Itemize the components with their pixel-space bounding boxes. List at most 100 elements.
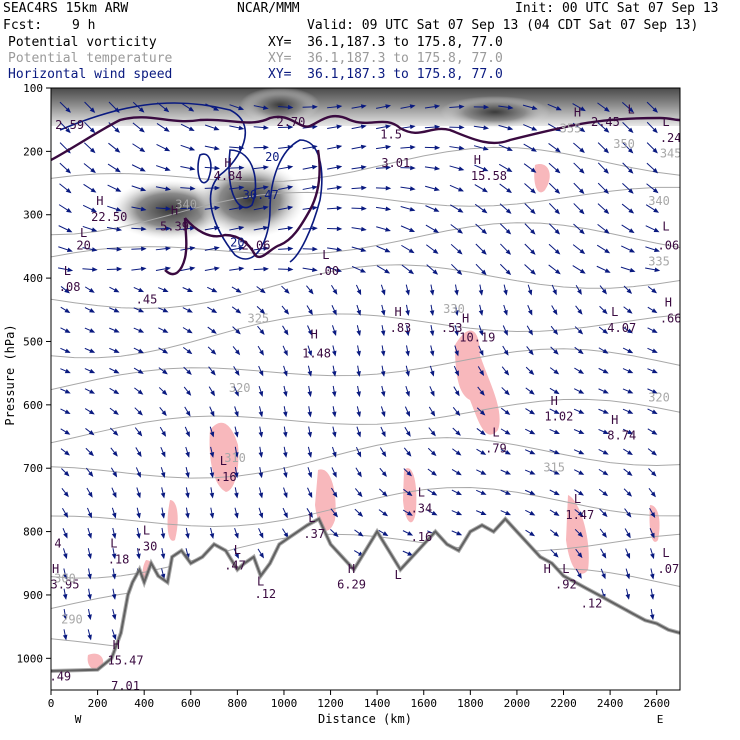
pv-label: H (394, 305, 401, 319)
wind-arrow-head (189, 186, 196, 191)
x-tick-label: 1800 (457, 697, 484, 710)
wind-arrow-head (89, 147, 96, 154)
wind-arrow-head (65, 168, 72, 174)
wind-arrow-head (628, 228, 635, 234)
wind-arrow-head (332, 451, 337, 458)
pv-shade-blob (440, 96, 550, 128)
wind-arrow-head (214, 266, 220, 271)
wind-arrow-head (385, 144, 392, 150)
wind-arrow-head (480, 490, 487, 495)
wind-arrow-head (67, 267, 74, 273)
pv-label: L (80, 226, 87, 240)
wind-arrow-head (234, 472, 239, 479)
wind-arrow-head (287, 225, 294, 231)
pv-contour (164, 217, 188, 276)
wind-arrow-head (553, 409, 560, 414)
theta-label: 335 (648, 254, 670, 268)
wind-arrow-head (578, 369, 585, 374)
wind-arrow-head (555, 147, 561, 153)
theta-contour (51, 264, 680, 310)
wind-arrow-head (433, 186, 440, 192)
wind-arrow-head (653, 227, 660, 233)
wind-arrow-head (578, 389, 585, 394)
pv-label: 1.5 (380, 128, 402, 142)
wind-arrow-head (432, 269, 439, 275)
theta-label: 290 (61, 612, 83, 626)
wind-arrow-head (190, 205, 196, 211)
x-tick-label: 400 (134, 697, 154, 710)
wind-arrow-head (381, 471, 387, 477)
wind-arrow-head (185, 472, 190, 479)
wind-arrow-head (259, 349, 264, 356)
wind-arrow-head (385, 124, 392, 130)
wind-arrow-head (283, 350, 288, 357)
x-axis-label: Distance (km) (318, 712, 412, 726)
wind-arrow-head (165, 226, 172, 231)
wind-arrow-head (235, 328, 241, 335)
pv-label: L (322, 248, 329, 262)
plot-area: 2.59 2.701.52.45H L.24LH15.583.014.84H5.39… (51, 88, 680, 690)
wind-arrow-head (185, 390, 192, 396)
wind-arrow-head (307, 411, 313, 418)
wind-arrow-head (258, 452, 264, 458)
wind-arrow-head (90, 207, 97, 213)
wind-arrow-head (429, 330, 435, 337)
pv-label: 6.29 (337, 578, 366, 592)
theta-contour (51, 348, 680, 391)
pink-region (566, 495, 589, 574)
wind-arrow-head (65, 127, 71, 134)
wind-arrow-head (283, 391, 288, 398)
wind-arrow-head (188, 106, 195, 112)
pv-label: H (311, 327, 318, 341)
pv-contours (51, 114, 680, 276)
wind-arrow-head (381, 289, 386, 296)
wind-arrow-head (455, 470, 462, 476)
wind-arrow-head (162, 328, 169, 333)
wind-arrow-head (160, 553, 166, 560)
wind-arrow-head (89, 127, 96, 134)
wind-arrow-head (111, 553, 117, 560)
theta-label: 300 (54, 571, 76, 585)
wind-arrow-head (287, 185, 294, 190)
wind-arrow-head (456, 531, 463, 536)
wind-arrow-head (408, 248, 415, 254)
wind-arrow-head (185, 512, 190, 519)
wind-arrow-head (503, 349, 509, 356)
wind-arrow-head (331, 411, 337, 418)
wind-arrow-head (650, 512, 656, 519)
wind-arrow-head (234, 452, 239, 458)
x-tick-label: 200 (88, 697, 108, 710)
wind-arrow-head (263, 125, 269, 130)
wind-arrow-head (653, 207, 660, 213)
pv-label: .47 (224, 559, 246, 573)
wind-arrow-head (601, 288, 607, 295)
pv-label: L (662, 220, 669, 234)
wind-arrow-head (66, 247, 73, 253)
wind-arrow-head (308, 512, 313, 518)
theta-label: 340 (175, 197, 197, 211)
wind-arrow-head (482, 146, 489, 151)
pv-label: 2.06 (242, 239, 271, 253)
wind-arrow-head (459, 125, 465, 130)
wind-arrow-head (506, 146, 513, 151)
wind-arrow-head (185, 410, 191, 417)
wind-contour (197, 153, 212, 184)
wind-arrow-head (113, 409, 119, 415)
wind-arrow-head (627, 368, 634, 374)
wind-arrow-head (336, 267, 342, 273)
wind-arrow-head (627, 409, 634, 414)
pink-region (209, 422, 239, 492)
wind-arrow-head (64, 308, 71, 314)
x-tick-label: 1400 (364, 697, 391, 710)
y-tick-label: 600 (23, 399, 43, 412)
wind-arrow-head (114, 127, 120, 133)
y-tick-label: 900 (23, 589, 43, 602)
wind-arrow-head (602, 511, 608, 518)
wind-arrow-head (332, 491, 338, 498)
wind-arrow-head (650, 553, 655, 560)
x-tick-label: 2400 (597, 697, 624, 710)
pv-label: H (52, 562, 59, 576)
wind-arrow-head (336, 165, 343, 170)
wind-arrow-head (649, 594, 655, 600)
terrain-fill (51, 518, 680, 690)
